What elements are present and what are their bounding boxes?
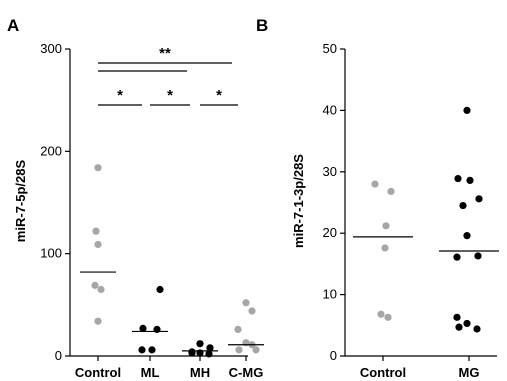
panel-a-significance-label: * [216, 87, 222, 104]
panel-b-data-point [473, 325, 481, 333]
panel-b-data-point [463, 319, 471, 328]
panel-a-data-point [156, 285, 164, 294]
panel-a-y-axis-label: miR-7-5p/28S [13, 159, 28, 242]
panel-a-data-point [91, 281, 99, 289]
panel-a-category-label: ML [141, 365, 160, 380]
panel-a-data-point [92, 227, 100, 235]
panel-b-y-tick-label: 50 [323, 41, 337, 56]
panel-a-data-point [196, 340, 204, 348]
panel-a-data-point [94, 164, 102, 172]
panel-b-data-point [387, 187, 395, 196]
panel-a-data-point [235, 346, 243, 354]
panel-b-letter: B [256, 16, 268, 35]
panel-a-data-point [97, 285, 105, 294]
panel-a-data-point [242, 299, 250, 307]
panel-a-data-point [94, 317, 102, 325]
panel-a-data-point [206, 344, 214, 352]
panel-a-y-tick-label: 0 [55, 348, 62, 363]
panel-b-data-point [475, 195, 483, 203]
panel-a-data-point [148, 346, 156, 354]
panel-b-data-point [454, 174, 462, 183]
panel-a-letter: A [7, 16, 19, 35]
panel-b-y-tick-label: 40 [323, 102, 337, 117]
panel-b-data-point [371, 180, 379, 188]
panel-a-category-label: C-MG [229, 365, 264, 380]
panel-b-category-label: Control [360, 365, 406, 380]
panel-b-data-point [381, 244, 389, 252]
panel-b-data-point [466, 176, 474, 184]
panel-a: A miR-7-5p/28S 0 100 200 300 Control ML MH C-MG… [7, 16, 264, 380]
panel-b: B miR-7-1-3p/28S 0 10 20 30 40 50 Control MG [256, 16, 499, 380]
panel-b-data-point [463, 106, 471, 114]
panel-b-y-tick-label: 20 [323, 225, 337, 240]
panel-b-data-point [384, 313, 392, 321]
panel-b-data-point [377, 310, 385, 318]
panel-a-data-point [205, 350, 213, 358]
panel-a-data-point [138, 346, 146, 354]
panel-a-data-point [234, 325, 242, 333]
panel-b-data-point [453, 253, 461, 261]
panel-a-data-point [252, 346, 260, 354]
panel-b-y-tick-label: 30 [323, 164, 337, 179]
panel-b-data-point [459, 201, 467, 210]
panel-b-y-axis-label: miR-7-1-3p/28S [291, 154, 306, 248]
panel-b-data-point [455, 323, 463, 331]
panel-a-significance-label: * [117, 87, 123, 104]
panel-a-category-label: Control [75, 365, 121, 380]
panel-b-data-point [453, 313, 461, 321]
panel-b-y-tick-label: 0 [330, 348, 337, 363]
panel-b-data-point [382, 222, 390, 230]
panel-b-y-tick-label: 10 [323, 287, 337, 302]
panel-b-data-point [463, 232, 471, 240]
panel-a-significance-label: ** [159, 45, 171, 62]
panel-a-data-point [139, 324, 147, 332]
panel-a-data-point [94, 240, 102, 249]
panel-a-category-label: MH [190, 365, 210, 380]
panel-a-y-tick-label: 300 [40, 41, 62, 56]
panel-a-significance-label: * [167, 87, 173, 104]
panel-a-y-tick-label: 100 [40, 246, 62, 261]
panel-b-category-label: MG [459, 365, 480, 380]
panel-b-data-point [474, 252, 482, 260]
panel-a-y-tick-label: 200 [40, 143, 62, 158]
panel-a-data-point [248, 307, 256, 315]
